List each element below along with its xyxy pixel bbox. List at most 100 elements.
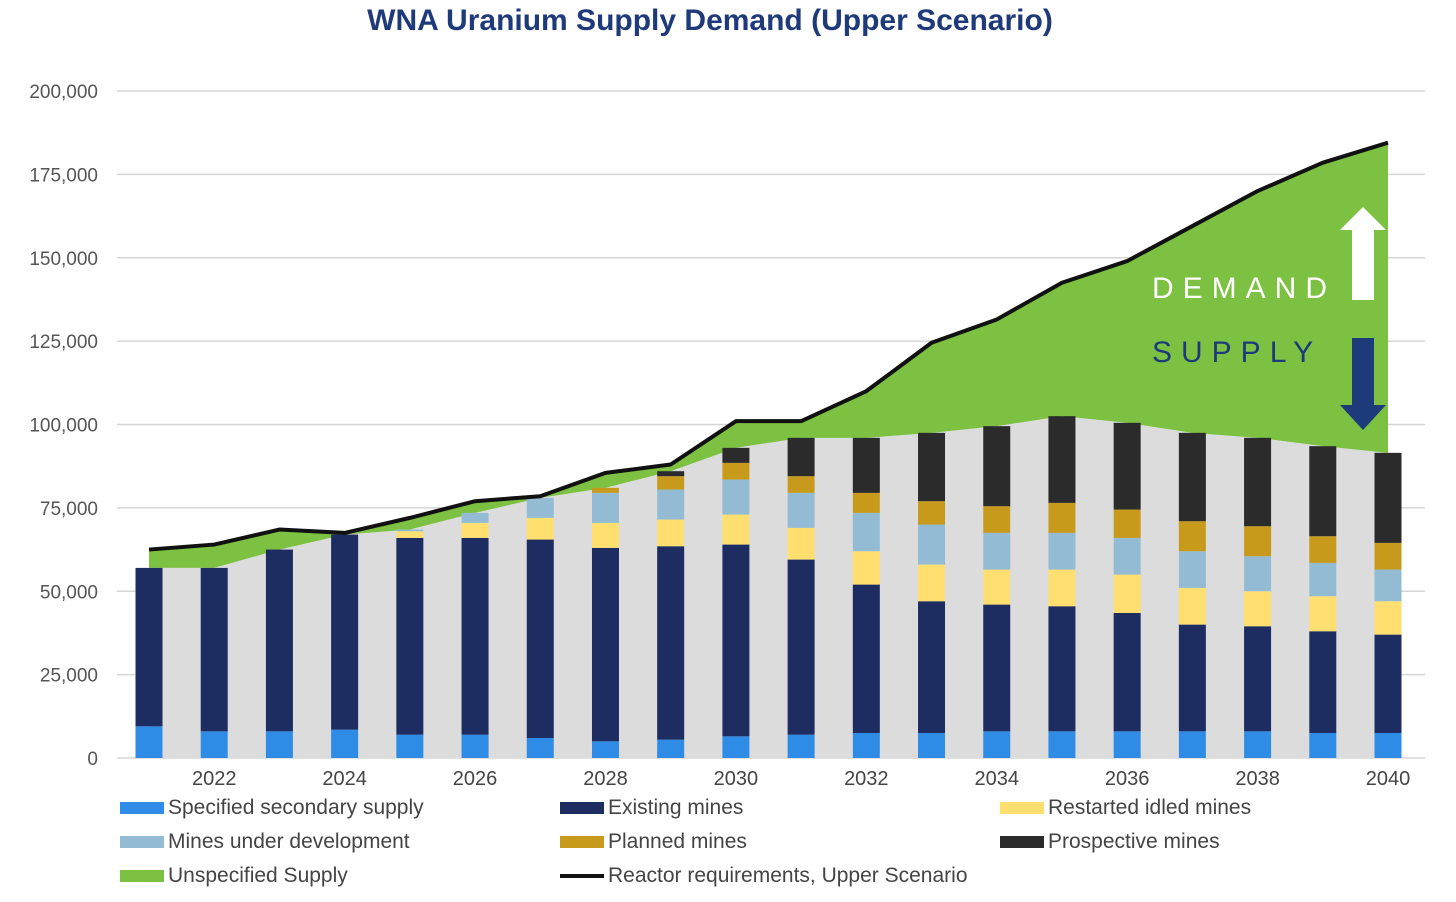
bar-under-dev-2028 [591,492,619,523]
bar-specified-secondary-2033 [918,732,946,758]
bar-prospective-2029 [657,471,685,477]
legend-item-under-development: Mines under development [120,827,410,857]
bar-existing-2023 [265,549,293,732]
bar-specified-secondary-2023 [265,731,293,758]
bar-specified-secondary-2030 [722,736,750,758]
annotations: DEMAND SUPPLY [1152,207,1386,430]
y-tick-label: 125,000 [29,332,98,353]
x-tick-label: 2038 [1235,768,1280,790]
y-tick-label: 175,000 [29,165,98,186]
y-axis-ticks: 0 25,000 50,000 75,000 100,000 125,000 150,000… [29,82,98,770]
bar-under-dev-2033 [918,524,946,565]
legend-swatch-prospective-mines [1000,836,1044,848]
bar-planned-2028 [591,487,619,493]
bar-specified-secondary-2039 [1309,732,1337,758]
legend-swatch-specified-secondary [120,802,164,814]
bar-under-dev-2026 [461,512,489,523]
legend-label: Planned mines [608,830,747,853]
y-tick-label: 50,000 [40,582,98,603]
bar-restarted-2040 [1374,601,1402,635]
bar-existing-2024 [331,534,359,730]
bar-existing-2029 [657,546,685,740]
y-tick-label: 0 [87,749,98,770]
bar-existing-2039 [1309,631,1337,733]
bar-existing-2037 [1178,624,1206,732]
legend-item-reactor-requirements: Reactor requirements, Upper Scenario [560,861,968,891]
bar-prospective-2035 [1048,416,1076,503]
unspecified-supply-area [149,142,1388,568]
bar-restarted-2031 [787,527,815,560]
identified-supply-band [149,416,1388,758]
legend-label: Reactor requirements, Upper Scenario [608,864,968,887]
bar-under-dev-2031 [787,492,815,528]
legend-item-unspecified-supply: Unspecified Supply [120,861,348,891]
reactor-requirements-line [148,140,1389,552]
bar-prospective-2039 [1309,446,1337,537]
bar-existing-2036 [1113,612,1141,732]
bar-existing-2040 [1374,634,1402,733]
bar-existing-2021 [135,567,163,727]
x-tick-label: 2030 [714,768,759,790]
bar-planned-2029 [657,476,685,490]
legend-item-restarted-idled: Restarted idled mines [1000,793,1251,823]
legend-swatch-existing-mines [560,802,604,814]
bar-existing-2027 [526,539,554,738]
bar-under-dev-2037 [1178,551,1206,588]
bar-restarted-2034 [983,569,1011,605]
demand-label: DEMAND [1152,272,1336,305]
bar-planned-2040 [1374,542,1402,570]
bar-under-dev-2025 [396,529,424,532]
bar-specified-secondary-2032 [852,732,880,758]
x-tick-label: 2034 [974,768,1019,790]
x-axis-ticks: 2022 2024 2026 2028 2030 2032 2034 2036 2038 2040 [192,768,1410,790]
bar-specified-secondary-2034 [983,731,1011,758]
bar-specified-secondary-2026 [461,734,489,758]
y-tick-label: 100,000 [29,416,98,437]
bar-specified-secondary-2038 [1244,731,1272,758]
bar-existing-2025 [396,537,424,735]
x-tick-label: 2028 [583,768,628,790]
bar-prospective-2032 [852,437,880,493]
bar-prospective-2036 [1113,422,1141,510]
legend-swatch-under-development [120,836,164,848]
background-bands [149,416,1388,758]
bar-restarted-2035 [1048,569,1076,607]
bar-under-dev-2035 [1048,532,1076,570]
bar-under-dev-2036 [1113,537,1141,575]
bar-planned-2039 [1309,536,1337,563]
legend-swatch-restarted-idled [1000,802,1044,814]
bar-existing-2022 [200,567,228,732]
x-tick-label: 2040 [1366,768,1411,790]
bar-restarted-2028 [591,522,619,548]
legend-swatch-unspecified-supply [120,870,164,882]
bar-specified-secondary-2021 [135,726,163,758]
legend-label: Specified secondary supply [168,796,424,819]
bar-specified-secondary-2028 [591,741,619,758]
stacked-bars [135,416,1402,758]
bar-prospective-2038 [1244,437,1272,527]
bar-under-dev-2029 [657,489,685,520]
bar-restarted-2026 [461,522,489,538]
bar-restarted-2038 [1244,591,1272,627]
bar-specified-secondary-2036 [1113,731,1141,758]
bar-restarted-2039 [1309,596,1337,632]
bar-restarted-2033 [918,564,946,602]
bar-under-dev-2030 [722,479,750,515]
x-tick-label: 2032 [844,768,889,790]
bar-existing-2030 [722,544,750,737]
x-tick-label: 2026 [453,768,498,790]
x-tick-label: 2036 [1105,768,1150,790]
bar-prospective-2030 [722,447,750,463]
bar-restarted-2027 [526,517,554,540]
legend-label: Existing mines [608,796,744,819]
reactor-requirements-line [148,140,1389,552]
bar-prospective-2031 [787,437,815,477]
x-tick-label: 2022 [192,768,237,790]
bar-under-dev-2040 [1374,569,1402,602]
bar-restarted-2030 [722,514,750,545]
bar-planned-2035 [1048,502,1076,533]
bar-planned-2031 [787,476,815,493]
legend-swatch-planned-mines [560,836,604,848]
bar-specified-secondary-2025 [396,734,424,758]
bar-planned-2038 [1244,526,1272,557]
